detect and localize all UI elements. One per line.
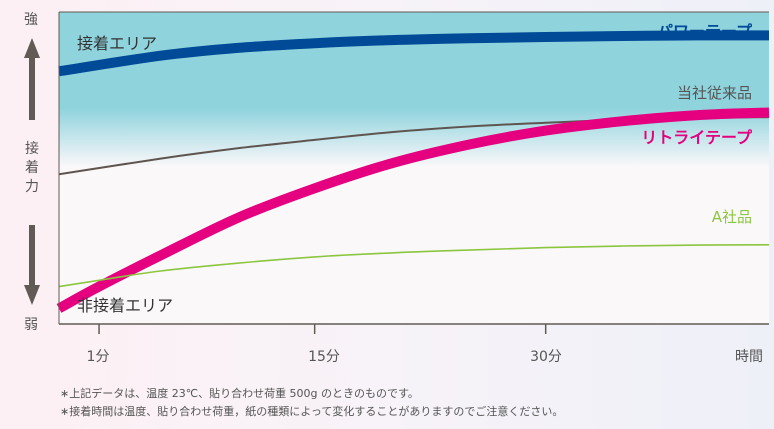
arrow-down-icon bbox=[24, 285, 40, 305]
arrow-down-shaft bbox=[29, 225, 35, 287]
x-tick-label: 30分 bbox=[530, 349, 562, 365]
series-label-retry-tape: リトライテープ bbox=[641, 128, 753, 147]
adhesion-chart: 接着エリア 非接着エリア パワーテープ 当社従来品 リトライテープ A社品 bbox=[56, 11, 770, 334]
series-label-conventional: 当社従来品 bbox=[677, 84, 752, 102]
y-axis-label: 接着力 bbox=[25, 141, 39, 195]
series-line-0 bbox=[58, 30, 770, 77]
series-line-2 bbox=[56, 107, 770, 313]
footnote: ∗接着時間は温度、貼り合わせ荷重，紙の種類によって変化することがありますのでご注… bbox=[60, 405, 564, 418]
x-axis-end-label: 時間 bbox=[735, 349, 763, 365]
x-tick-label: 1分 bbox=[86, 349, 110, 365]
adhesion-area-label: 接着エリア bbox=[77, 34, 157, 53]
y-bottom-label: 弱 bbox=[24, 317, 38, 333]
series-label-power-tape: パワーテープ bbox=[657, 22, 753, 41]
arrow-up-icon bbox=[24, 38, 40, 58]
arrow-up-shaft bbox=[29, 56, 35, 120]
footnote: ∗上記データは、温度 23℃、貼り合わせ荷重 500g のときのものです。 bbox=[60, 387, 419, 400]
x-tick-label: 15分 bbox=[308, 349, 340, 365]
non-adhesion-area-label: 非接着エリア bbox=[77, 296, 173, 315]
y-top-label: 強 bbox=[24, 12, 38, 28]
series-label-company-a: A社品 bbox=[712, 208, 752, 226]
series-line-3 bbox=[58, 244, 770, 288]
